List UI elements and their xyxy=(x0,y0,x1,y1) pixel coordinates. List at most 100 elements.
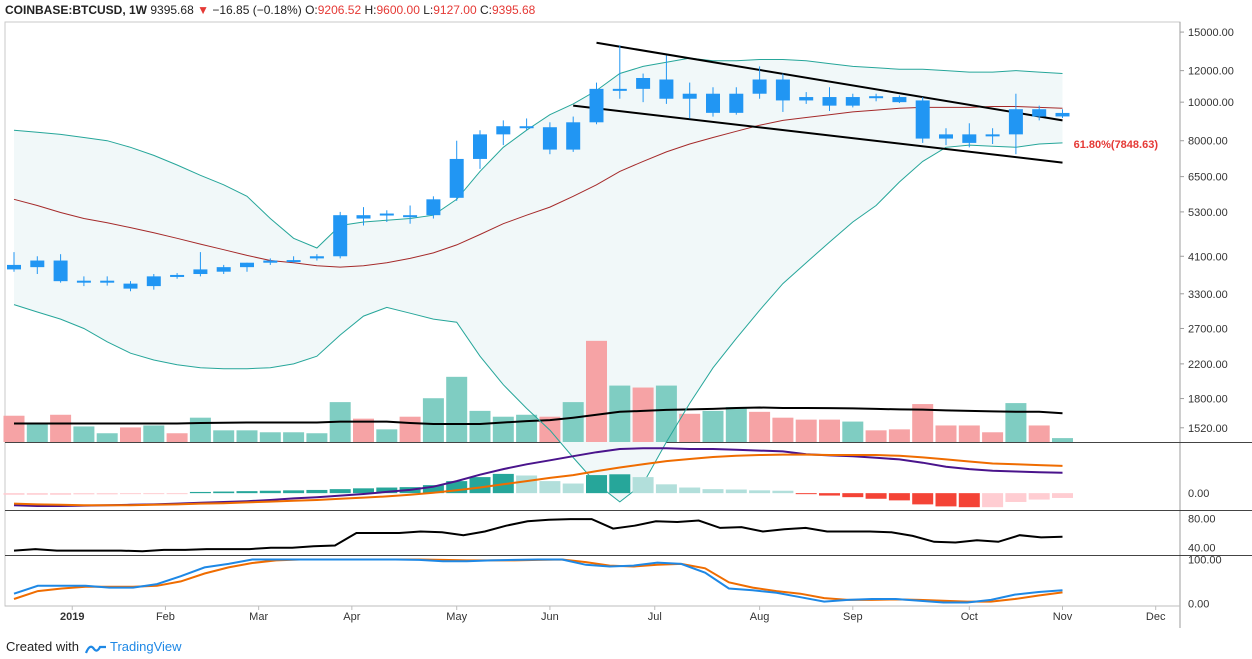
macd-histogram-bar xyxy=(679,487,701,494)
time-tick-label: Nov xyxy=(1053,611,1073,623)
candle-body xyxy=(845,97,860,106)
volume-bar xyxy=(795,419,817,442)
candle-body xyxy=(146,276,161,287)
time-tick-label: Feb xyxy=(156,611,175,623)
bollinger-upper-band xyxy=(13,57,1063,249)
macd-histogram-bar xyxy=(819,493,840,496)
macd-histogram-bar xyxy=(539,481,561,494)
volume-bar xyxy=(516,414,538,442)
close-label: C: xyxy=(479,3,492,17)
time-tick-label: Aug xyxy=(750,611,770,623)
candle-body xyxy=(286,260,301,263)
macd-histogram-bar xyxy=(772,490,794,494)
chart-header: COINBASE:BTCUSD, 1W 9395.68 ▼ −16.85 (−0… xyxy=(5,2,535,20)
high-value: 9600.00 xyxy=(376,3,420,17)
macd-histogram-bar xyxy=(96,493,118,495)
price-tick-label: 6500.00 xyxy=(1188,172,1228,184)
stochastic-tick-label: 0.00 xyxy=(1188,598,1209,610)
volume-bar xyxy=(143,425,165,442)
volume-bar xyxy=(632,387,654,442)
price-tick-label: 8000.00 xyxy=(1188,136,1228,148)
volume-bar xyxy=(26,424,48,442)
volume-bar xyxy=(446,376,468,442)
candle-body xyxy=(53,260,68,282)
volume-bar xyxy=(702,410,724,442)
candle-body xyxy=(333,215,348,257)
price-tick-label: 15000.00 xyxy=(1188,27,1234,39)
time-tick-label: Jul xyxy=(648,611,662,623)
macd-histogram-bar xyxy=(958,493,980,508)
high-label: H: xyxy=(364,3,377,17)
price-change: −16.85 (−0.18%) xyxy=(212,3,302,17)
time-tick-label: 2019 xyxy=(60,611,84,623)
fib-level-label: 61.80%(7848.63) xyxy=(1074,139,1159,151)
volume-bar xyxy=(1052,438,1073,442)
volume-bar xyxy=(935,425,957,442)
bollinger-lower-band xyxy=(13,142,1063,503)
macd-histogram-bar xyxy=(120,493,141,495)
volume-bar xyxy=(749,411,771,442)
candle-body xyxy=(170,274,185,277)
macd-histogram-bar xyxy=(609,474,631,494)
candle-body xyxy=(449,158,464,198)
channel-upper-trendline xyxy=(596,41,1063,122)
macd-histogram-bar xyxy=(586,475,607,494)
close-value: 9395.68 xyxy=(491,3,536,17)
macd-histogram-bar xyxy=(1028,493,1050,500)
volume-bar xyxy=(492,416,514,442)
macd-histogram-bar xyxy=(189,491,211,494)
candle-body xyxy=(193,269,208,275)
candle-body xyxy=(263,260,278,263)
candle-body xyxy=(589,88,604,123)
created-with-label: Created with xyxy=(6,639,79,654)
candle-body xyxy=(682,93,697,99)
price-tick-label: 10000.00 xyxy=(1188,97,1234,109)
volume-bar xyxy=(1028,425,1050,442)
volume-bar xyxy=(259,432,281,442)
candle-body xyxy=(822,97,837,106)
macd-histogram-bar xyxy=(469,477,491,494)
volume-bar xyxy=(609,385,631,442)
volume-bar xyxy=(166,433,188,442)
candle-body xyxy=(123,283,138,289)
price-tick-label: 1800.00 xyxy=(1188,394,1228,406)
macd-histogram-bar xyxy=(1052,493,1073,498)
macd-histogram-bar xyxy=(725,489,747,494)
candle-body xyxy=(869,96,884,99)
macd-histogram-bar xyxy=(26,493,48,495)
volume-bar xyxy=(399,416,421,442)
macd-histogram-bar xyxy=(888,493,910,501)
volume-bar xyxy=(912,404,934,442)
candle-body xyxy=(799,97,814,101)
channel-lower-trendline xyxy=(573,104,1063,164)
price-tick-label: 1520.00 xyxy=(1188,423,1228,435)
time-tick-label: May xyxy=(446,611,467,623)
volume-bar xyxy=(819,419,840,442)
volume-bar xyxy=(306,433,328,442)
volume-bar xyxy=(353,418,374,442)
time-tick-label: Mar xyxy=(249,611,268,623)
volume-bar xyxy=(120,427,141,442)
volume-bar xyxy=(376,429,398,442)
tradingview-logo-icon xyxy=(84,645,106,653)
symbol-label: COINBASE:BTCUSD, 1W xyxy=(5,3,148,17)
volume-bar xyxy=(982,432,1004,442)
candle-body xyxy=(985,134,1000,137)
macd-histogram-bar xyxy=(935,493,957,507)
volume-bar xyxy=(842,421,864,442)
candle-body xyxy=(496,126,511,135)
candle-body xyxy=(356,215,371,219)
macd-histogram-bar xyxy=(376,487,398,494)
time-tick-label: Dec xyxy=(1146,611,1166,623)
tradingview-brand[interactable]: TradingView xyxy=(110,639,182,654)
triangle-down-icon: ▼ xyxy=(197,3,209,17)
macd-histogram-bar xyxy=(50,493,72,495)
macd-histogram-bar xyxy=(795,493,817,495)
candle-body xyxy=(659,79,674,99)
macd-histogram-bar xyxy=(283,490,305,494)
price-tick-label: 5300.00 xyxy=(1188,207,1228,219)
time-tick-label: Apr xyxy=(343,611,360,623)
volume-bar xyxy=(236,430,258,442)
candle-body xyxy=(915,100,930,139)
